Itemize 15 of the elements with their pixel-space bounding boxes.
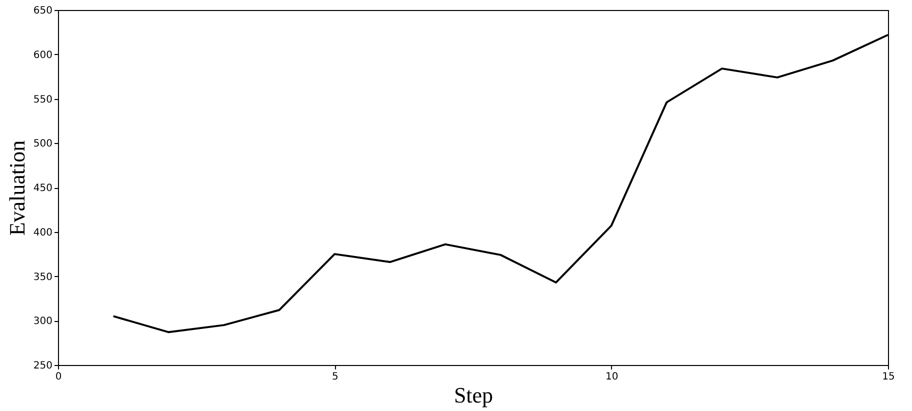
y-tick-label: 300 [33,316,52,328]
y-tick-label: 250 [33,360,52,372]
y-tick-label: 550 [33,94,52,106]
y-tick-label: 650 [33,6,52,16]
x-tick-label: 15 [882,372,895,382]
y-tick-label: 450 [33,183,52,194]
x-tick-label: 10 [605,372,618,382]
x-tick-label: 0 [55,372,62,382]
y-axis-title: Evaluation [4,140,30,236]
y-tick-label: 500 [33,138,52,150]
y-tick-label: 400 [33,227,52,238]
x-axis-title: Step [454,382,494,408]
y-tick-label: 600 [33,50,52,61]
x-tick-label: 5 [332,372,338,382]
y-tick-label: 350 [33,272,52,283]
